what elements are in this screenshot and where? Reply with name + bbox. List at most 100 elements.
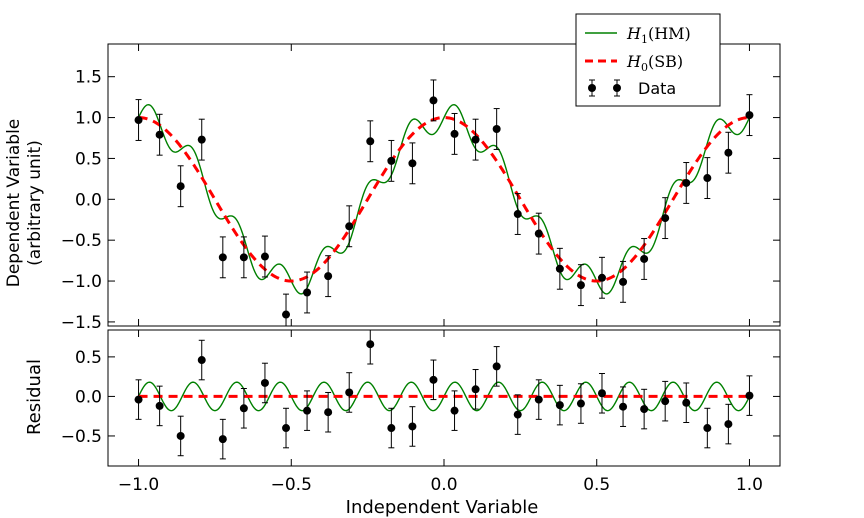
data-point: [408, 142, 417, 185]
residual-points: [134, 330, 754, 460]
data-point: [640, 238, 649, 280]
data-point: [387, 407, 396, 449]
ytick-label: −0.5: [61, 231, 102, 251]
data-point: [218, 418, 227, 460]
ytick-label: 1.5: [75, 68, 102, 88]
data-point: [534, 379, 543, 420]
main-panel: −1.5 −1.0 −0.5 0.0 0.5 1.0 1.5: [61, 43, 781, 333]
data-point: [745, 94, 754, 137]
data-marker: [197, 135, 206, 144]
data-point: [134, 99, 143, 141]
data-point: [155, 113, 164, 156]
series-line-h1-hm-: [137, 104, 751, 295]
data-marker: [471, 135, 480, 144]
data-marker: [155, 130, 164, 139]
xtick-label: 0.5: [583, 475, 610, 495]
data-marker: [260, 252, 269, 261]
main-frame: [107, 43, 781, 327]
series-line-h0-sb-: [138, 116, 750, 283]
data-marker: [324, 272, 333, 281]
data-marker: [134, 116, 143, 125]
data-point: [724, 403, 733, 445]
data-marker: [450, 406, 459, 415]
data-point: [218, 236, 227, 279]
legend-data-label: Data: [638, 79, 676, 98]
data-marker: [640, 254, 649, 263]
data-point: [745, 375, 754, 416]
residual-frame: [107, 329, 781, 467]
xtick-label: −1.0: [118, 475, 159, 495]
data-marker: [366, 340, 375, 349]
main-curves: [137, 104, 751, 295]
data-marker: [218, 253, 227, 262]
data-point: [724, 131, 733, 174]
data-marker: [703, 424, 712, 433]
data-point: [471, 369, 480, 410]
ytick-label: 0.5: [75, 348, 102, 368]
legend-h0-label: H0(SB): [626, 52, 683, 74]
data-point: [555, 247, 564, 290]
data-marker: [429, 375, 438, 384]
ytick-label: −1.0: [61, 272, 102, 292]
data-point: [492, 346, 501, 387]
data-marker: [197, 356, 206, 365]
xtick-label: 1.0: [736, 475, 763, 495]
data-marker: [597, 273, 606, 282]
data-point: [197, 118, 206, 161]
data-point: [471, 118, 480, 161]
data-point: [345, 372, 354, 413]
data-point: [619, 260, 628, 303]
legend-h1-label: H1(HM): [626, 24, 691, 46]
data-marker: [661, 214, 670, 223]
data-marker: [492, 362, 501, 371]
main-points: [134, 79, 754, 326]
data-point: [513, 394, 522, 435]
data-point: [387, 139, 396, 182]
data-point: [408, 406, 417, 447]
data-marker: [745, 391, 754, 400]
data-point: [366, 120, 375, 163]
xtick-label: 0.0: [430, 475, 457, 495]
data-point: [492, 108, 501, 150]
data-point: [597, 372, 606, 414]
data-marker: [387, 156, 396, 165]
main-ylabel-line2: (arbitrary unit): [25, 140, 45, 266]
data-point: [345, 205, 354, 248]
data-point: [239, 388, 248, 429]
data-point: [661, 380, 670, 422]
data-point: [176, 165, 185, 208]
xlabel: Independent Variable: [346, 497, 539, 518]
data-marker: [450, 129, 459, 138]
data-marker: [555, 401, 564, 410]
data-marker: [134, 395, 143, 404]
data-marker: [534, 395, 543, 404]
data-point: [155, 385, 164, 427]
data-marker: [429, 96, 438, 105]
data-marker: [345, 222, 354, 231]
data-marker: [303, 288, 312, 297]
data-point: [703, 407, 712, 449]
data-marker: [176, 182, 185, 191]
data-marker: [387, 424, 396, 433]
data-marker: [555, 264, 564, 273]
data-marker: [239, 404, 248, 413]
data-marker: [534, 229, 543, 238]
data-point: [703, 157, 712, 199]
data-marker: [576, 399, 585, 408]
data-point: [661, 197, 670, 240]
ytick-label: −1.5: [61, 313, 102, 333]
data-point: [239, 236, 248, 279]
data-marker: [471, 385, 480, 394]
data-marker: [282, 424, 291, 433]
residual-curves: [137, 381, 751, 412]
residual-panel: −0.5 0.0 0.5 −1.0 −0.5 0.0 0.5 1.0: [61, 329, 781, 495]
data-marker: [239, 253, 248, 262]
data-point: [282, 293, 291, 326]
data-point: [682, 382, 691, 424]
data-point: [303, 390, 312, 431]
data-marker: [682, 398, 691, 407]
data-point: [324, 255, 333, 298]
data-point: [324, 391, 333, 433]
data-marker: [745, 111, 754, 120]
main-ticks: −1.5 −1.0 −0.5 0.0 0.5 1.0 1.5: [61, 44, 780, 333]
